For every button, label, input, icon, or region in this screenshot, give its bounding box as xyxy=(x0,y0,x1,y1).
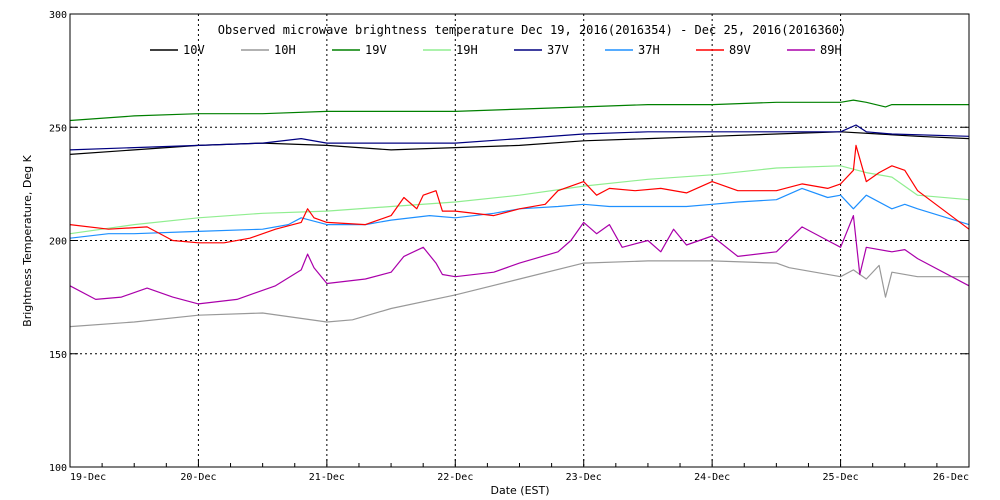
y-tick-label: 150 xyxy=(49,350,67,361)
legend-label-89h: 89H xyxy=(820,43,842,57)
x-axis-title: Date (EST) xyxy=(490,484,549,497)
legend-label-37v: 37V xyxy=(547,43,569,57)
y-tick-label: 200 xyxy=(49,237,67,248)
legend-label-10v: 10V xyxy=(183,43,205,57)
x-tick-label: 19-Dec xyxy=(70,472,106,483)
legend-label-19h: 19H xyxy=(456,43,478,57)
x-tick-label: 23-Dec xyxy=(566,472,602,483)
y-tick-label: 250 xyxy=(49,123,67,134)
legend-label-10h: 10H xyxy=(274,43,296,57)
y-tick-label: 100 xyxy=(49,463,67,474)
series-lines xyxy=(69,99,970,328)
x-tick-label: 22-Dec xyxy=(437,472,473,483)
series-line-89v xyxy=(69,144,970,244)
y-tick-label: 300 xyxy=(49,10,67,21)
x-tick-label: 26-Dec xyxy=(933,472,969,483)
legend: 10V 10H 19V 19H 37V 37H 89V 89H xyxy=(150,43,842,57)
legend-label-89v: 89V xyxy=(729,43,751,57)
legend-label-19v: 19V xyxy=(365,43,387,57)
series-line-19v xyxy=(69,99,969,122)
x-tick-label: 20-Dec xyxy=(180,472,216,483)
grid xyxy=(70,14,969,467)
x-tick-label: 21-Dec xyxy=(309,472,345,483)
legend-label-37h: 37H xyxy=(638,43,660,57)
series-line-10h xyxy=(69,260,969,328)
y-axis-title: Brightness Temperature, Deg K xyxy=(21,154,34,326)
series-line-89h xyxy=(69,215,970,305)
x-tick-label: 24-Dec xyxy=(694,472,730,483)
series-line-37h xyxy=(69,187,970,239)
chart-title: Observed microwave brightness temperatur… xyxy=(218,23,847,37)
x-tick-label: 25-Dec xyxy=(823,472,859,483)
series-line-19h xyxy=(69,165,970,235)
axis-ticks: 19-Dec 20-Dec 21-Dec 22-Dec 23-Dec 24-Dec 25-D… xyxy=(49,10,970,483)
series-line-37v xyxy=(69,124,970,151)
